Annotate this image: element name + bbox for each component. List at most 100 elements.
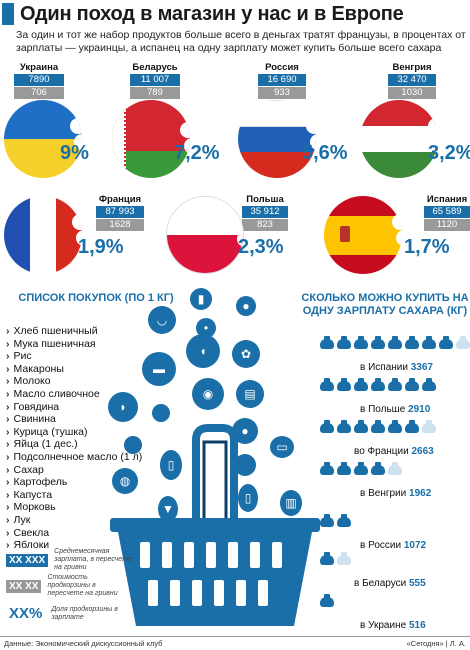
sugar-bag-icon (456, 336, 470, 349)
salary-value: 65 589 (424, 206, 470, 218)
sugar-bag-icon (354, 420, 368, 433)
list-item: Свекла (6, 527, 142, 540)
subtitle: За один и тот же набор продуктов больше … (16, 29, 466, 54)
sugar-row-label: в Польше 2910 (360, 404, 430, 415)
country-name: Украина (19, 62, 59, 73)
sugar-bag-icon (320, 552, 334, 565)
legend-text: Доля продкорзины в зарплате (51, 605, 118, 621)
onion-icon: ◉ (192, 378, 224, 410)
list-item: Молоко (6, 375, 142, 388)
sugar-bag-icon (422, 420, 436, 433)
sugar-country: в Украине (360, 620, 409, 631)
pig-icon: ◖ (186, 334, 220, 368)
sugar-bag-icon (371, 378, 385, 391)
sugar-value: 1962 (409, 488, 432, 499)
basket-value: 1030 (388, 87, 436, 99)
country-spain: Испания 65 589 1120 (424, 194, 470, 231)
country-hungary: Венгрия 32 470 1030 (388, 62, 436, 99)
sugar-bag-icon (422, 336, 436, 349)
sugar-country: в Беларуси (354, 578, 409, 589)
sugar-bag-icon (388, 420, 402, 433)
sugar-country: в Испании (360, 362, 411, 373)
country-poland: Польша 35 912 823 (242, 194, 288, 231)
page-title: Один поход в магазин у нас и в Европе (20, 2, 404, 25)
pct-hungary: 3,2% (428, 142, 470, 164)
list-item: Мука пшеничная (6, 338, 142, 351)
country-name: Франция (98, 194, 142, 205)
sugar-value: 2663 (411, 446, 434, 457)
pct-spain: 1,7% (404, 236, 450, 258)
pct-russia: 5,6% (302, 142, 348, 164)
flag-hungary (360, 100, 438, 178)
tin-can-icon: ▤ (236, 380, 264, 408)
potato-icon: ◍ (112, 468, 138, 494)
sugar-bag-icon (388, 336, 402, 349)
sugar-bag-icon (337, 420, 351, 433)
butter-icon: ▥ (280, 490, 302, 516)
sugar-bag-icon (320, 420, 334, 433)
sugar-value: 1072 (403, 540, 427, 551)
country-name: Венгрия (392, 62, 432, 73)
sugar-country: во Франции (354, 446, 412, 457)
flag-belarus (112, 100, 190, 178)
list-item: Капуста (6, 489, 142, 502)
legend-box: XX XXX (6, 553, 49, 567)
country-name: Польша (246, 194, 284, 205)
list-item: Лук (6, 514, 142, 527)
footer-credit: «Сегодня» | Л. А. (406, 639, 466, 648)
legend-box: XX% (9, 605, 43, 622)
sugar-bag-icon (371, 462, 385, 475)
country-belarus: Беларусь 11 007 789 (130, 62, 180, 99)
sugar-value: 2910 (408, 404, 431, 415)
basket-value: 1628 (96, 219, 144, 231)
egg-icon (234, 454, 256, 476)
legend-share: XX% Доля продкорзины в зарплате (6, 604, 131, 623)
sugar-bag-icon (337, 378, 351, 391)
sugar-bag-icon (337, 514, 351, 527)
oil-bottle-icon: ▯ (238, 484, 258, 512)
cow-icon: ▬ (142, 352, 176, 386)
footer-source: Данные: Экономический дискуссионный клуб (4, 639, 163, 648)
legend-text: Стоимость продкорзины в пересчете на гри… (47, 574, 118, 597)
sugar-row-label: во Франции 2663 (354, 446, 434, 457)
salary-value: 7890 (14, 74, 64, 86)
shopping-list-title: СПИСОК ПОКУПОК (ПО 1 КГ) (18, 292, 174, 304)
salary-value: 11 007 (130, 74, 180, 86)
basket-value: 1120 (424, 219, 470, 231)
grain-icon: • (196, 318, 216, 338)
sugar-bag-icon (388, 378, 402, 391)
list-item: Яблоки (6, 539, 142, 552)
sugar-country: в Польше (360, 404, 409, 415)
milk-carton-icon: ▮ (190, 288, 212, 310)
list-item: Макароны (6, 363, 142, 376)
basket-value: 706 (14, 87, 64, 99)
list-item: Сахар (6, 464, 142, 477)
sugar-bag-icon (320, 336, 334, 349)
pct-ukraine: 9% (60, 142, 89, 164)
country-name: Россия (265, 62, 299, 73)
chicken-icon: ◗ (108, 392, 138, 422)
title-bullet (2, 3, 14, 25)
list-item: Подсолнечное масло (1 л) (6, 451, 143, 464)
sugar-bag-icon (388, 462, 402, 475)
list-item: Рис (6, 350, 142, 363)
bread-icon: ▭ (270, 436, 294, 458)
sugar-country: в Венгрии (360, 488, 410, 499)
basket-value: 823 (242, 219, 288, 231)
sugar-bag-icon (320, 594, 334, 607)
shopping-basket-icon (110, 424, 320, 626)
bottle-icon: ▯ (160, 450, 182, 480)
sugar-bag-icon (320, 514, 334, 527)
legend-salary: XX XXX Среднемесячная зарплата, в пересч… (6, 548, 134, 572)
country-france: Франция 87 993 1628 (96, 194, 144, 231)
title-bar: Один поход в магазин у нас и в Европе (0, 0, 470, 28)
list-item: Масло сливочное (6, 388, 142, 401)
country-russia: Россия 16 690 933 (258, 62, 306, 99)
list-item: Хлеб пшеничный (6, 325, 142, 338)
sugar-value: 555 (408, 578, 426, 589)
sugar-bag-icon (337, 552, 351, 565)
sugar-row-label: в России 1072 (360, 540, 426, 551)
sugar-row-label: в Испании 3367 (360, 362, 433, 373)
sugar-bag-icon (405, 336, 419, 349)
salary-value: 87 993 (96, 206, 144, 218)
